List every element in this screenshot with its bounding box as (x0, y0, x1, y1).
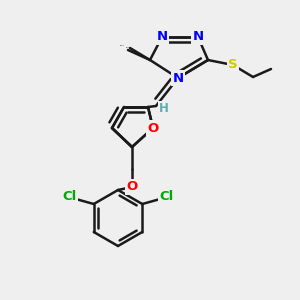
Text: S: S (228, 58, 238, 71)
Text: methyl: methyl (120, 45, 125, 46)
Text: O: O (126, 181, 138, 194)
Text: N: N (156, 31, 168, 44)
Text: H: H (159, 103, 169, 116)
Text: methyl: methyl (126, 47, 131, 48)
Text: N: N (172, 71, 184, 85)
Text: N: N (192, 31, 204, 44)
Text: Cl: Cl (63, 190, 77, 203)
Text: Cl: Cl (159, 190, 173, 203)
Text: O: O (147, 122, 159, 134)
